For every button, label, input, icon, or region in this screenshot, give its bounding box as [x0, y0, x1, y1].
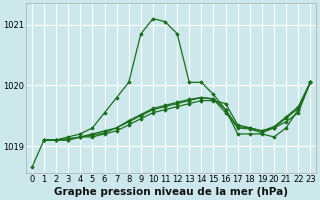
- X-axis label: Graphe pression niveau de la mer (hPa): Graphe pression niveau de la mer (hPa): [54, 187, 288, 197]
